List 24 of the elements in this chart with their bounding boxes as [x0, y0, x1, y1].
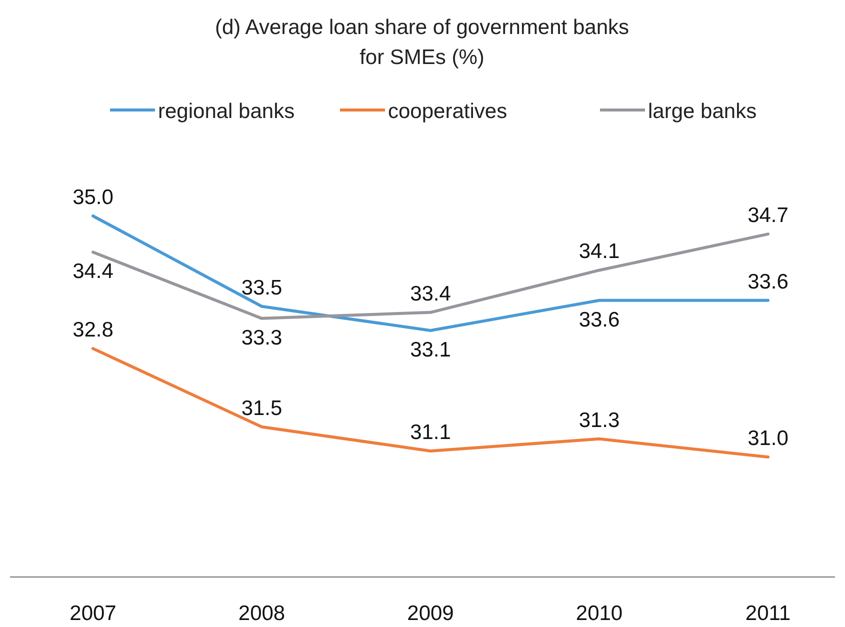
data-label: 31.5 — [241, 396, 282, 420]
data-label: 33.6 — [578, 308, 620, 332]
data-label: 31.1 — [410, 420, 451, 444]
data-label: 35.0 — [72, 186, 114, 209]
legend-label: large banks — [648, 100, 757, 123]
legend-label: regional banks — [158, 100, 295, 123]
x-tick-label: 2008 — [238, 602, 286, 625]
data-label: 33.5 — [241, 276, 282, 300]
data-label: 31.0 — [748, 427, 788, 450]
x-tick-label: 2007 — [70, 602, 116, 625]
data-label: 32.8 — [72, 318, 114, 342]
data-label: 31.3 — [578, 408, 620, 432]
data-label: 33.3 — [241, 326, 282, 350]
data-label: 33.1 — [410, 338, 451, 362]
data-label: 34.1 — [578, 240, 620, 264]
x-tick-label: 2010 — [576, 602, 623, 625]
data-label: 34.7 — [748, 204, 788, 228]
chart-title: (d) Average loan share of government banks for SMEs (%) — [214, 16, 630, 69]
legend-label: cooperatives — [388, 100, 508, 123]
data-label: 33.4 — [410, 282, 452, 306]
data-label: 34.4 — [72, 260, 114, 284]
data-label: 33.6 — [748, 270, 788, 294]
x-tick-label: 2009 — [407, 602, 454, 625]
x-tick-label: 2011 — [745, 602, 791, 625]
